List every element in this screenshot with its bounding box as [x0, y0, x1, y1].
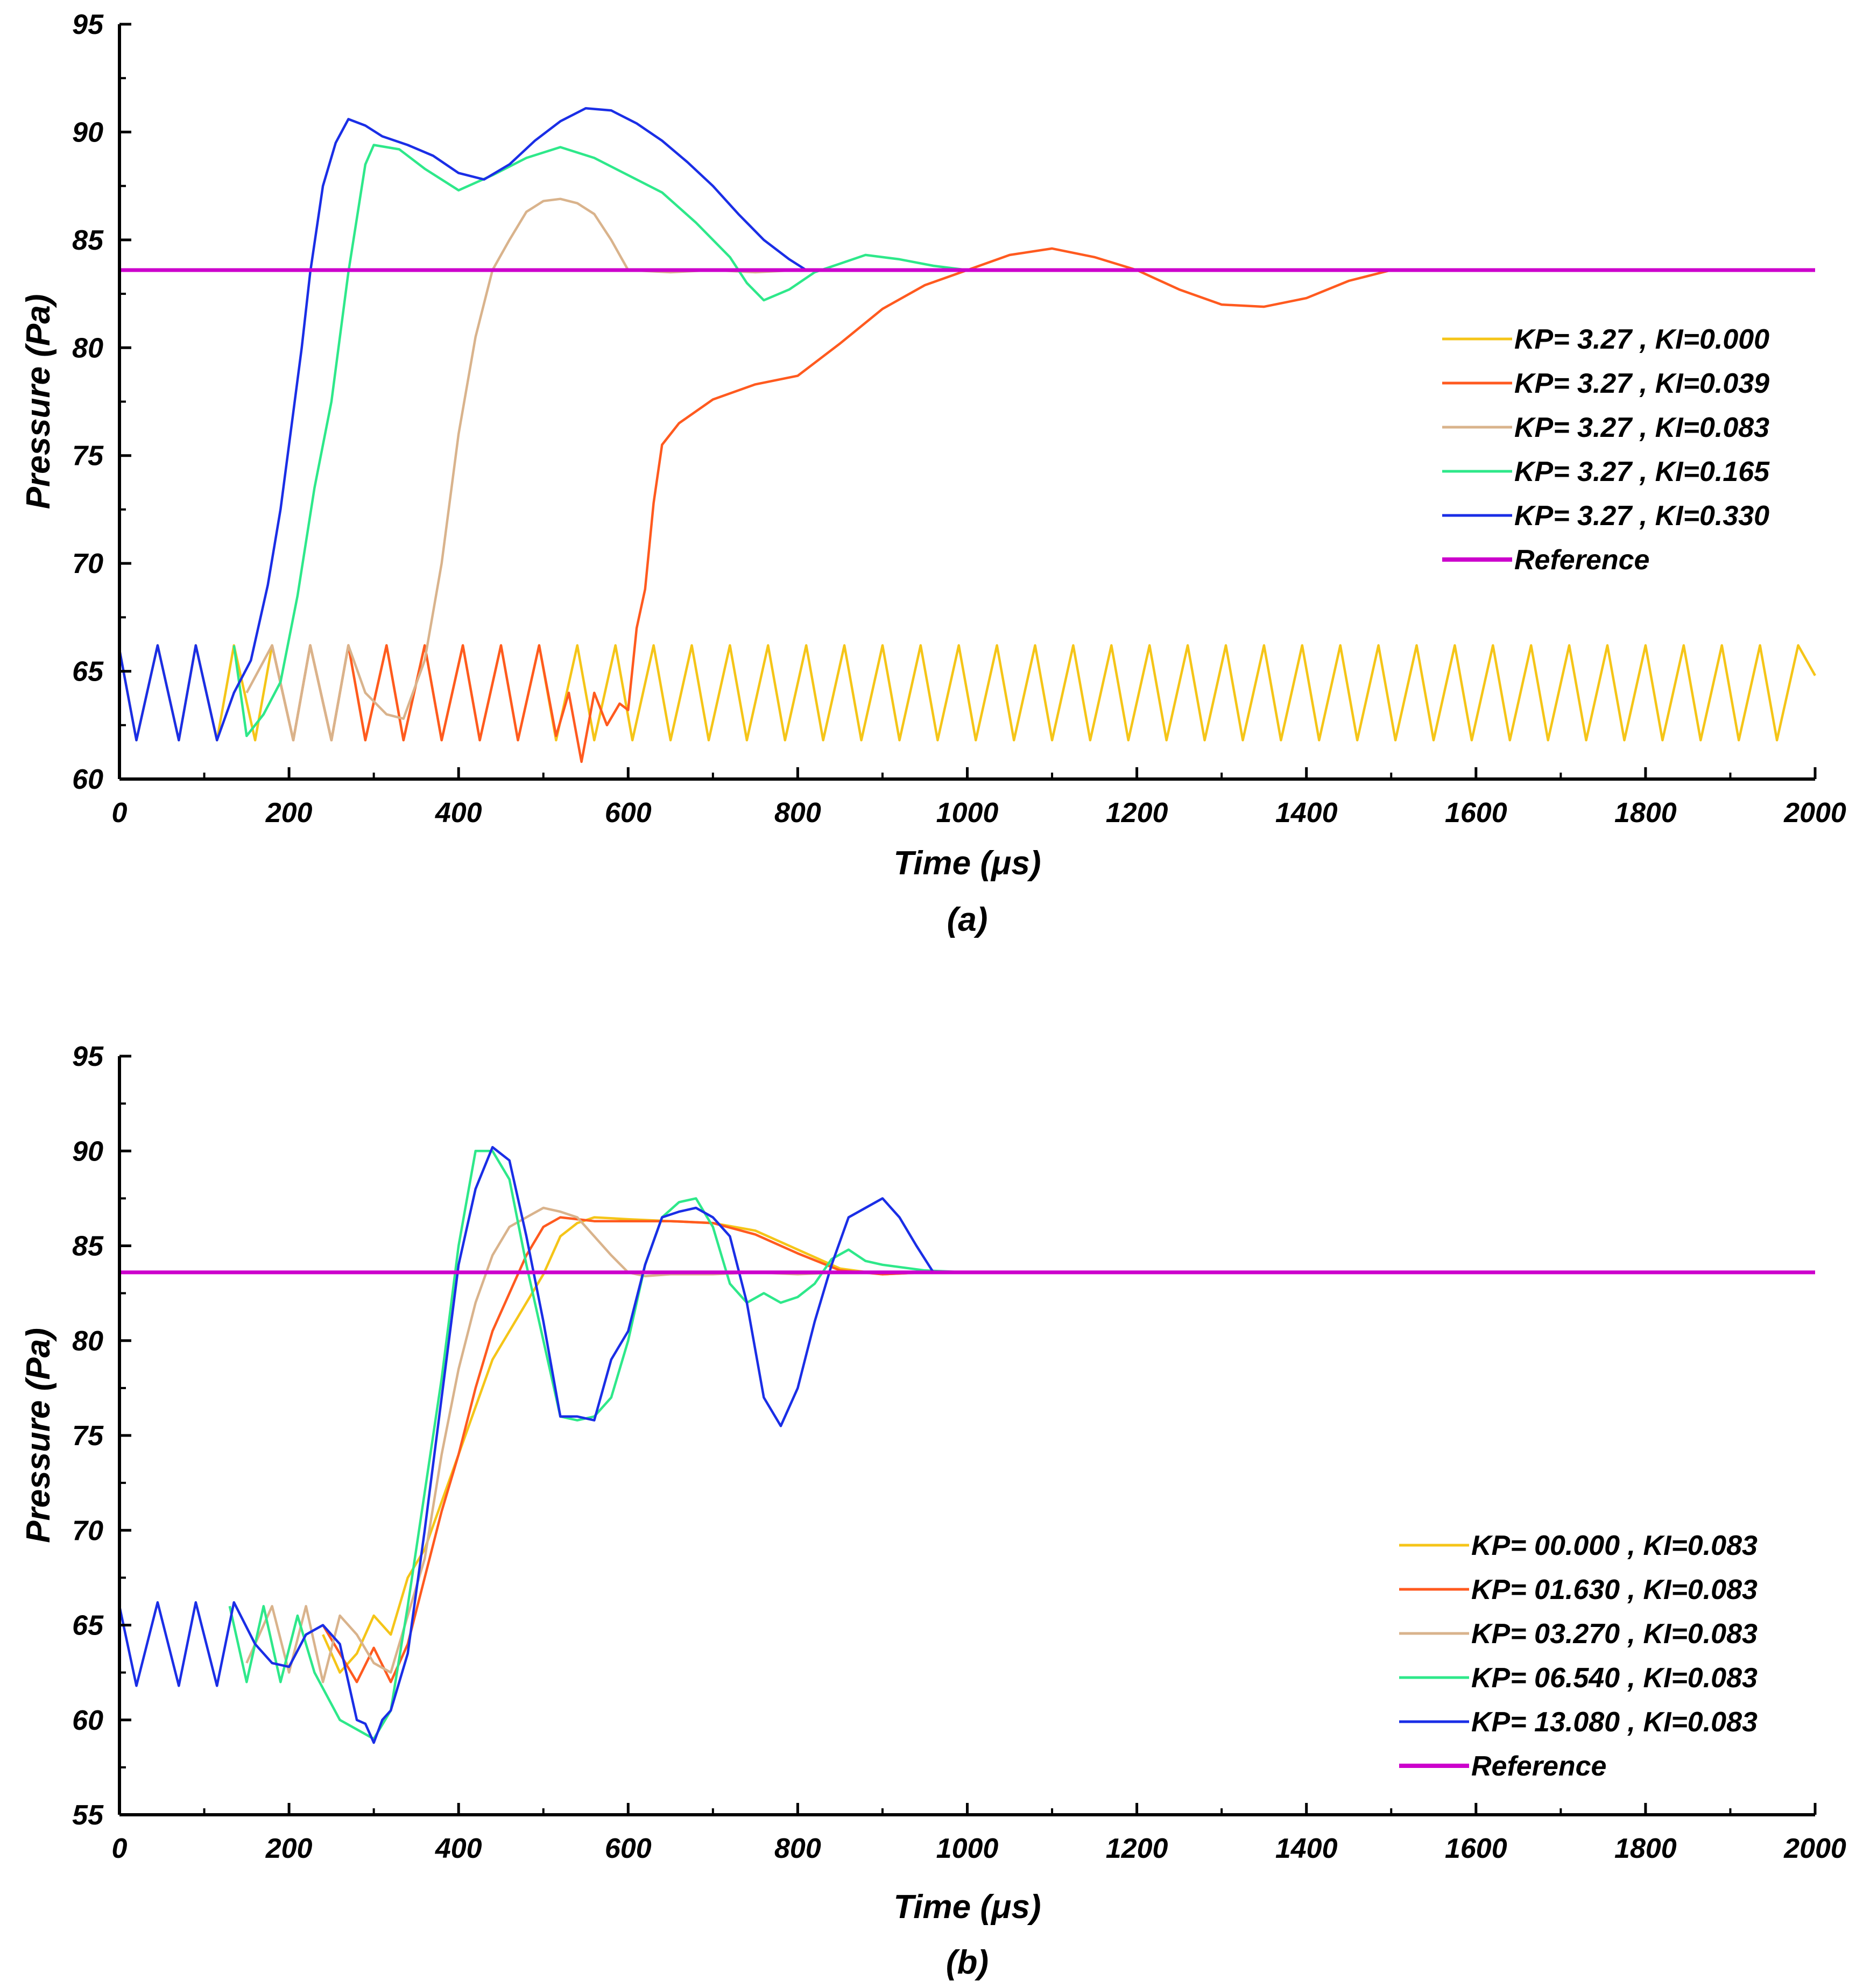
x-tick-label: 800 [774, 797, 821, 829]
y-tick-label: 60 [72, 764, 103, 795]
y-axis-title: Pressure (Pa) [20, 294, 57, 510]
y-tick-label: 95 [72, 9, 104, 40]
y-tick-label: 85 [72, 225, 104, 256]
panel-label: (b) [946, 1944, 989, 1981]
legend: KP= 3.27 , KI=0.000 KP= 3.27 , KI=0.039 KP… [1442, 324, 1770, 576]
x-tick-label: 800 [774, 1833, 821, 1864]
series-line-kp-03-270-ki-0-083 [245, 1206, 1815, 1683]
legend-label: Reference [1471, 1751, 1606, 1782]
legend-label: KP= 00.000 , KI=0.083 [1471, 1530, 1758, 1561]
y-tick-label: 90 [72, 1136, 103, 1167]
series-line-kp-3-27-ki-0-000 [118, 644, 1816, 742]
panel-a: 0 200 400 600 800 1000 1200 1400 1600 1800 2000 60 6… [20, 9, 1846, 938]
x-tick-label: 0 [112, 1833, 128, 1864]
x-tick-label: 200 [265, 1833, 313, 1864]
x-tick-label: 0 [112, 797, 128, 829]
x-tick-label: 1400 [1275, 1833, 1338, 1864]
y-tick-label: 80 [72, 1326, 103, 1357]
legend: KP= 00.000 , KI=0.083 KP= 01.630 , KI=0.0… [1399, 1530, 1758, 1782]
legend-label: KP= 06.540 , KI=0.083 [1471, 1662, 1758, 1694]
y-axis-title: Pressure (Pa) [20, 1328, 57, 1543]
series-line-kp-13-080-ki-0-083 [118, 1145, 1815, 1744]
x-tick-label: 1800 [1614, 1833, 1677, 1864]
legend-label: KP= 3.27 , KI=0.165 [1514, 456, 1770, 487]
y-tick-label: 75 [72, 441, 104, 472]
legend-label: KP= 03.270 , KI=0.083 [1471, 1618, 1758, 1650]
y-tick-label: 90 [72, 117, 103, 148]
y-tick-label: 80 [72, 332, 103, 364]
y-tick-label: 70 [72, 548, 103, 579]
panel-label: (a) [947, 901, 988, 938]
legend-label: KP= 3.27 , KI=0.330 [1514, 500, 1769, 532]
x-tick-label: 600 [605, 1833, 652, 1864]
x-tick-label: 200 [265, 797, 313, 829]
x-tick-label: 1600 [1445, 1833, 1507, 1864]
legend-label: Reference [1514, 544, 1649, 576]
x-tick-label: 2000 [1783, 797, 1846, 829]
x-tick-label: 1800 [1614, 797, 1677, 829]
y-tick-label: 65 [72, 656, 104, 688]
y-tick-label: 65 [72, 1610, 104, 1642]
x-axis-title: Time (μs) [894, 845, 1041, 882]
y-tick-label: 75 [72, 1420, 104, 1452]
x-tick-label: 1000 [936, 1833, 999, 1864]
x-tick-label: 2000 [1783, 1833, 1846, 1864]
legend-label: KP= 01.630 , KI=0.083 [1471, 1574, 1758, 1605]
x-tick-label: 600 [605, 797, 652, 829]
x-tick-label: 400 [435, 1833, 482, 1864]
x-tick-label: 1200 [1106, 1833, 1168, 1864]
x-tick-label: 1200 [1106, 797, 1168, 829]
legend-label: KP= 3.27 , KI=0.083 [1514, 412, 1769, 443]
series-line-kp-01-630-ki-0-083 [322, 1216, 1815, 1683]
x-axis-title: Time (μs) [894, 1888, 1041, 1926]
series-line-kp-06-540-ki-0-083 [228, 1150, 1815, 1741]
y-tick-label: 85 [72, 1231, 104, 1262]
panel-b: 0 200 400 600 800 1000 1200 1400 1600 1800 2000 55 6… [20, 1041, 1846, 1981]
y-tick-label: 60 [72, 1705, 103, 1736]
y-tick-label: 95 [72, 1041, 104, 1072]
x-tick-label: 1400 [1275, 797, 1338, 829]
x-tick-label: 1600 [1445, 797, 1507, 829]
series-group [118, 1145, 1815, 1744]
y-tick-label: 55 [72, 1800, 104, 1831]
x-tick-label: 400 [435, 797, 482, 829]
x-tick-label: 1000 [936, 797, 999, 829]
legend-label: KP= 3.27 , KI=0.000 [1514, 324, 1769, 355]
series-group [118, 107, 1816, 763]
legend-label: KP= 13.080 , KI=0.083 [1471, 1707, 1758, 1738]
legend-label: KP= 3.27 , KI=0.039 [1514, 368, 1769, 399]
y-tick-label: 70 [72, 1515, 103, 1546]
